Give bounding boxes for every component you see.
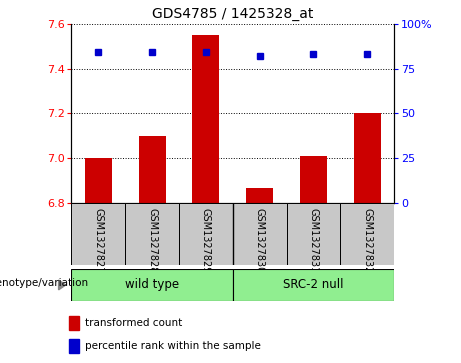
Text: transformed count: transformed count xyxy=(85,318,183,328)
Text: GSM1327829: GSM1327829 xyxy=(201,208,211,274)
Text: GSM1327832: GSM1327832 xyxy=(362,208,372,274)
Text: GSM1327831: GSM1327831 xyxy=(308,208,319,273)
Bar xyxy=(69,339,79,354)
Bar xyxy=(85,158,112,203)
Title: GDS4785 / 1425328_at: GDS4785 / 1425328_at xyxy=(152,7,313,21)
Bar xyxy=(69,315,79,330)
Text: GSM1327827: GSM1327827 xyxy=(93,208,103,274)
Polygon shape xyxy=(59,280,66,290)
Text: wild type: wild type xyxy=(125,278,179,291)
Bar xyxy=(354,114,381,203)
Bar xyxy=(193,35,219,203)
Bar xyxy=(71,269,233,301)
Bar xyxy=(340,203,394,265)
Bar xyxy=(179,203,233,265)
Text: genotype/variation: genotype/variation xyxy=(0,278,89,288)
Text: SRC-2 null: SRC-2 null xyxy=(283,278,344,291)
Text: GSM1327830: GSM1327830 xyxy=(254,208,265,273)
Bar xyxy=(139,136,165,203)
Bar xyxy=(300,156,327,203)
Bar xyxy=(233,269,394,301)
Bar xyxy=(246,188,273,203)
Bar xyxy=(125,203,179,265)
Bar xyxy=(287,203,340,265)
Bar xyxy=(71,203,125,265)
Text: percentile rank within the sample: percentile rank within the sample xyxy=(85,341,261,351)
Text: GSM1327828: GSM1327828 xyxy=(147,208,157,274)
Bar xyxy=(233,203,287,265)
